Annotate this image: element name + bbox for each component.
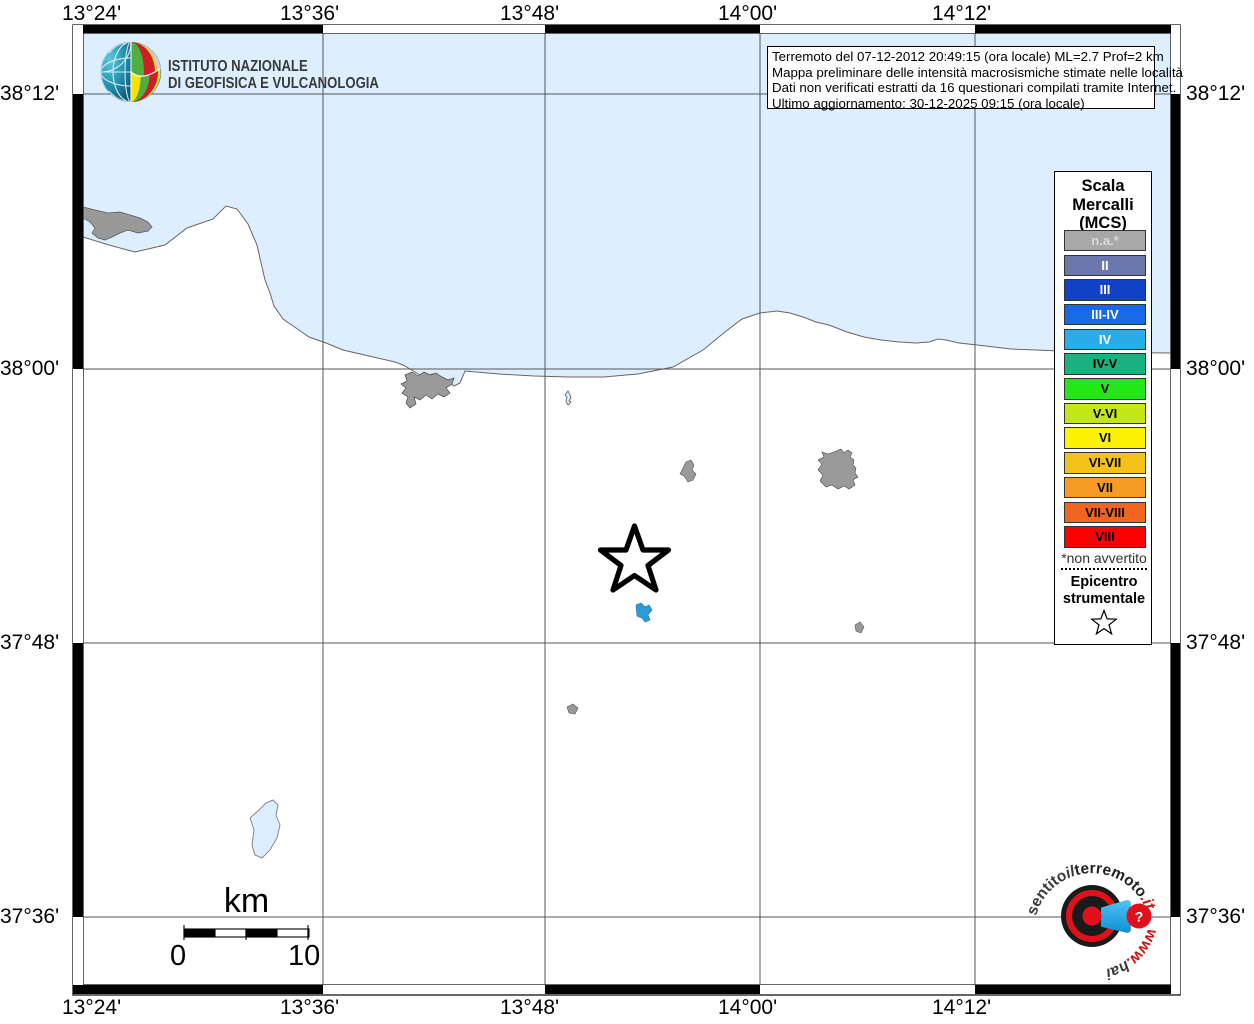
svg-text:?: ? xyxy=(1135,909,1144,925)
